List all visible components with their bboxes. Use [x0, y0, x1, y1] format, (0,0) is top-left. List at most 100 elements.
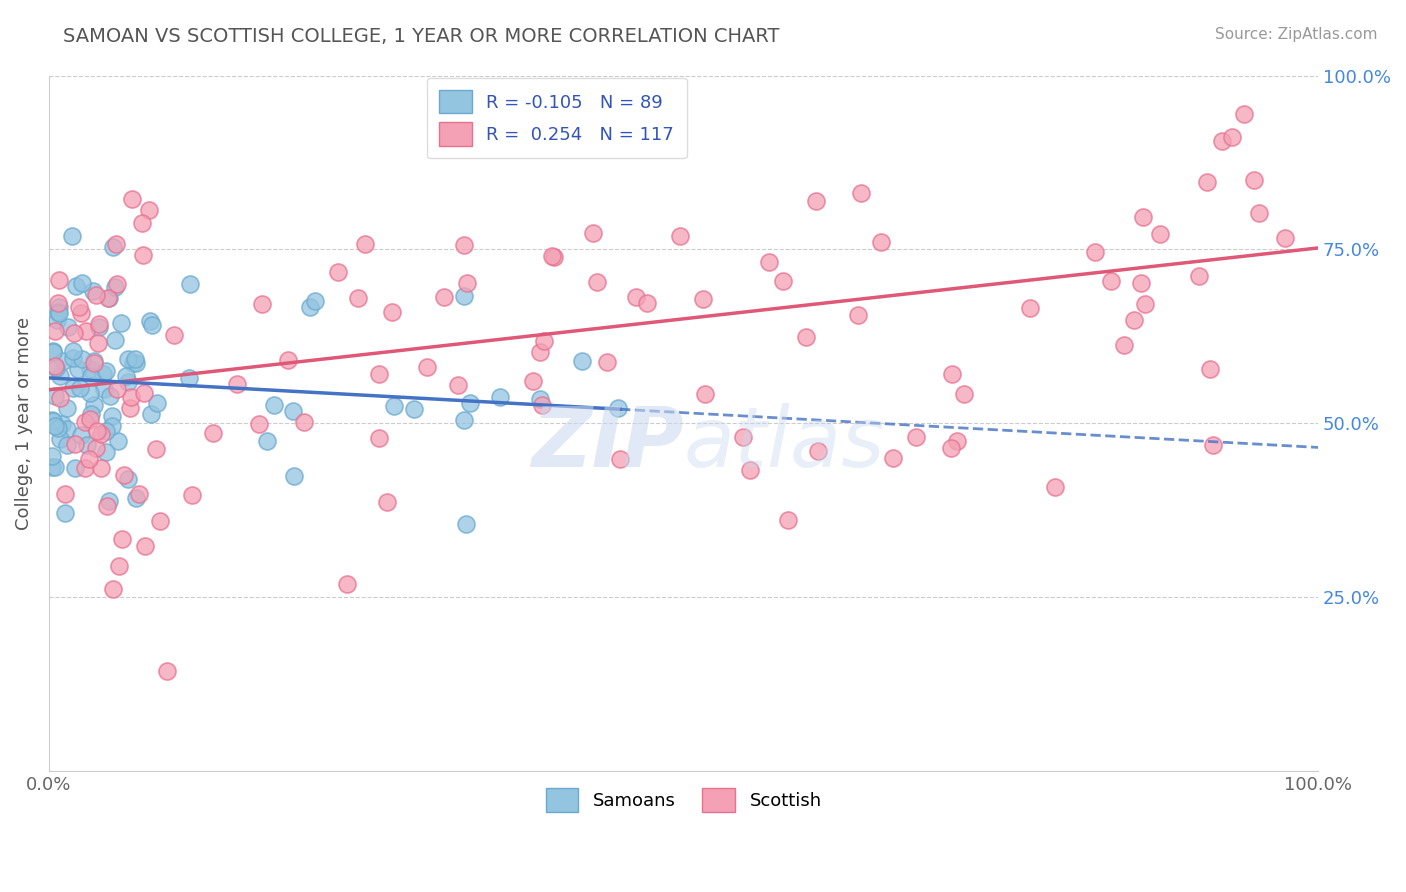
Point	[453, 238, 475, 252]
Point	[89, 317, 111, 331]
Point	[586, 276, 609, 290]
Point	[1211, 134, 1233, 148]
Point	[55, 437, 77, 451]
Point	[41, 413, 63, 427]
Point	[952, 387, 974, 401]
Point	[138, 202, 160, 217]
Point	[79, 407, 101, 421]
Point	[624, 290, 647, 304]
Point	[453, 413, 475, 427]
Point	[80, 369, 103, 384]
Point	[1132, 210, 1154, 224]
Point	[97, 493, 120, 508]
Point	[97, 291, 120, 305]
Point	[454, 517, 477, 532]
Point	[946, 434, 969, 448]
Point	[179, 371, 201, 385]
Point	[44, 324, 66, 338]
Point	[121, 192, 143, 206]
Point	[132, 385, 155, 400]
Point	[367, 367, 389, 381]
Point	[541, 249, 564, 263]
Point	[62, 381, 84, 395]
Point	[201, 425, 224, 440]
Point	[460, 395, 482, 409]
Point	[103, 582, 125, 596]
Point	[530, 398, 553, 412]
Point	[41, 450, 63, 464]
Point	[49, 391, 72, 405]
Point	[335, 577, 357, 591]
Point	[48, 420, 70, 434]
Point	[609, 451, 631, 466]
Point	[52, 354, 75, 368]
Point	[51, 417, 73, 431]
Point	[53, 486, 76, 500]
Point	[1135, 297, 1157, 311]
Point	[83, 353, 105, 368]
Point	[107, 434, 129, 448]
Point	[114, 369, 136, 384]
Point	[44, 359, 66, 374]
Point	[62, 343, 84, 358]
Point	[90, 461, 112, 475]
Y-axis label: College, 1 year or more: College, 1 year or more	[15, 317, 32, 530]
Point	[1018, 301, 1040, 315]
Point	[1187, 269, 1209, 284]
Point	[402, 402, 425, 417]
Point	[124, 351, 146, 366]
Point	[79, 411, 101, 425]
Point	[69, 381, 91, 395]
Point	[738, 463, 761, 477]
Point	[488, 390, 510, 404]
Point	[117, 472, 139, 486]
Point	[58, 320, 80, 334]
Point	[110, 316, 132, 330]
Point	[131, 216, 153, 230]
Point	[292, 415, 315, 429]
Point	[595, 354, 617, 368]
Point	[1198, 362, 1220, 376]
Point	[145, 442, 167, 456]
Point	[62, 326, 84, 340]
Point	[46, 313, 69, 327]
Point	[104, 333, 127, 347]
Point	[112, 468, 135, 483]
Point	[73, 415, 96, 429]
Point	[145, 396, 167, 410]
Point	[155, 664, 177, 678]
Point	[70, 351, 93, 366]
Point	[571, 353, 593, 368]
Point	[1149, 227, 1171, 241]
Point	[128, 487, 150, 501]
Point	[56, 422, 79, 436]
Point	[87, 335, 110, 350]
Point	[326, 265, 349, 279]
Point	[456, 276, 478, 290]
Point	[84, 288, 107, 302]
Point	[416, 360, 439, 375]
Point	[122, 356, 145, 370]
Point	[141, 318, 163, 332]
Point	[98, 389, 121, 403]
Point	[104, 280, 127, 294]
Point	[1084, 244, 1107, 259]
Point	[1247, 205, 1270, 219]
Point	[76, 437, 98, 451]
Text: SAMOAN VS SCOTTISH COLLEGE, 1 YEAR OR MORE CORRELATION CHART: SAMOAN VS SCOTTISH COLLEGE, 1 YEAR OR MO…	[63, 27, 780, 45]
Legend: Samoans, Scottish: Samoans, Scottish	[533, 776, 834, 824]
Text: atlas: atlas	[683, 403, 886, 484]
Point	[84, 442, 107, 456]
Point	[48, 272, 70, 286]
Point	[1220, 129, 1243, 144]
Point	[1114, 337, 1136, 351]
Point	[848, 308, 870, 322]
Point	[807, 443, 830, 458]
Point	[70, 306, 93, 320]
Point	[125, 355, 148, 369]
Point	[79, 362, 101, 376]
Point	[1202, 438, 1225, 452]
Point	[82, 284, 104, 298]
Point	[94, 444, 117, 458]
Point	[522, 374, 544, 388]
